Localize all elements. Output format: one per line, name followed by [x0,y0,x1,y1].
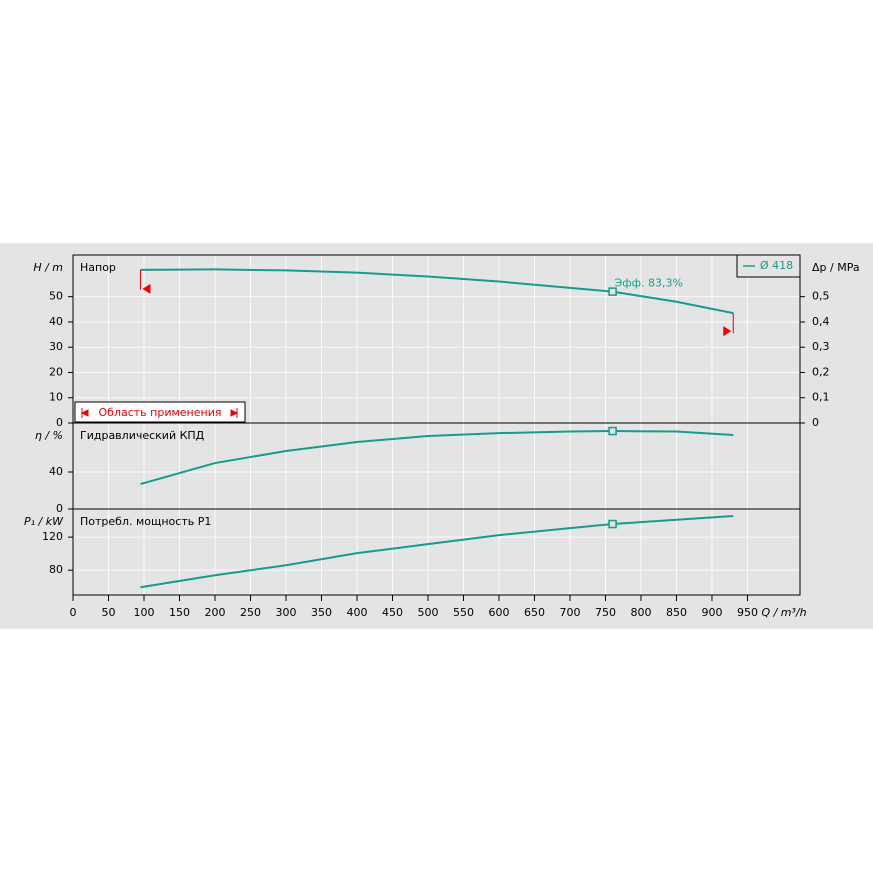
x-tick-label: 400 [346,606,367,619]
x-tick-label: 350 [311,606,332,619]
y-tick-label: 50 [49,290,63,303]
panel-title: Напор [80,261,116,274]
range-marker [142,283,151,294]
x-tick-label: 850 [666,606,687,619]
x-tick-label: 750 [595,606,616,619]
y-axis-label: η / % [35,429,63,442]
y-tick-label: 10 [49,391,63,404]
x-tick-label: 200 [204,606,225,619]
curve [140,515,734,589]
x-tick-label: 650 [524,606,545,619]
y-tick-label: 20 [49,365,63,378]
panel-title: Гидравлический КПД [80,429,205,442]
y2-axis-label: Δp / MPa [812,261,860,274]
x-axis-label: Q / m³/h [761,606,806,619]
x-tick-label: 500 [417,606,438,619]
x-tick-label: 300 [275,606,296,619]
y-tick-label: 40 [49,465,63,478]
operating-point [608,426,617,436]
y-tick-label: 120 [42,530,63,543]
plot-frame [72,508,801,596]
x-tick-label: 50 [101,606,115,619]
curve [140,268,734,315]
y2-tick-label: 0 [812,416,819,429]
y-tick-label: 80 [49,563,63,576]
range-marker [723,326,732,337]
x-tick-label: 450 [382,606,403,619]
y2-tick-label: 0,4 [812,315,830,328]
y-tick-label: 40 [49,315,63,328]
x-tick-label: 950 [737,606,758,619]
range-label: Область применения [99,406,222,419]
x-tick-label: 100 [133,606,154,619]
y2-tick-label: 0,2 [812,365,830,378]
y-axis-label: P₁ / kW [24,515,64,528]
annotation: Эфф. 83,3% [615,277,683,290]
legend-label: Ø 418 [760,259,793,272]
y2-tick-label: 0,5 [812,290,830,303]
range-arrow [80,408,239,418]
curve [140,430,734,485]
y2-tick-label: 0,3 [812,340,830,353]
range-box [74,401,246,423]
panel-title: Потребл. мощность P1 [80,515,211,528]
y-axis-label: H / m [33,261,63,274]
y-tick-label: 30 [49,340,63,353]
operating-point [608,519,617,529]
y-tick-label: 0 [56,416,63,429]
x-tick-label: 600 [488,606,509,619]
y-tick-label: 0 [56,502,63,515]
x-tick-label: 550 [453,606,474,619]
x-tick-label: 800 [630,606,651,619]
legend-box [736,254,801,278]
x-tick-label: 0 [70,606,77,619]
operating-point [608,287,617,296]
x-tick-label: 250 [240,606,261,619]
x-tick-label: 150 [169,606,190,619]
x-tick-label: 700 [559,606,580,619]
x-tick-label: 900 [701,606,722,619]
y2-tick-label: 0,1 [812,391,830,404]
